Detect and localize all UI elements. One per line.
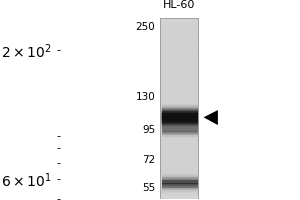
Bar [160,18,198,199]
Text: 130: 130 [136,92,155,102]
Text: 55: 55 [142,183,155,193]
Text: 72: 72 [142,155,155,165]
Polygon shape [204,110,218,125]
Text: HL-60: HL-60 [163,0,195,10]
Text: 250: 250 [136,22,155,32]
Text: 95: 95 [142,125,155,135]
